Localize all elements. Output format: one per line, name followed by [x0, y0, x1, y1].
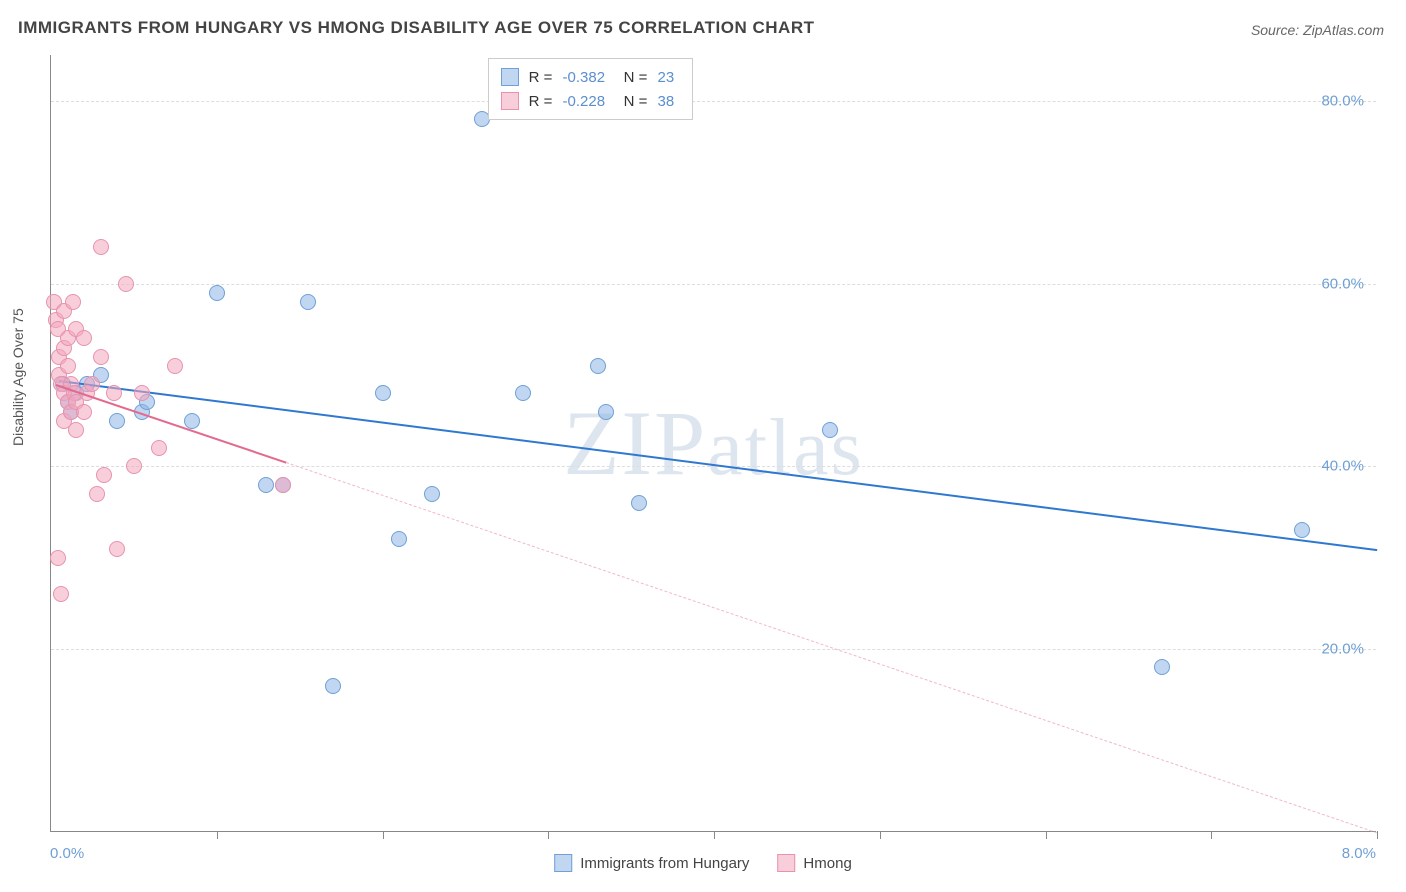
scatter-point-hungary	[424, 486, 440, 502]
scatter-point-hungary	[325, 678, 341, 694]
scatter-point-hmong	[76, 330, 92, 346]
scatter-point-hmong	[134, 385, 150, 401]
y-tick-label: 40.0%	[1321, 458, 1364, 475]
source-credit: Source: ZipAtlas.com	[1251, 22, 1384, 38]
correlation-legend: R = -0.382 N = 23 R = -0.228 N = 38	[488, 58, 694, 120]
gridline	[51, 466, 1376, 467]
scatter-point-hungary	[515, 385, 531, 401]
y-axis-label: Disability Age Over 75	[10, 308, 26, 446]
trend-line	[286, 462, 1377, 833]
gridline	[51, 284, 1376, 285]
plot-area: ZIPatlas 20.0%40.0%60.0%80.0%	[50, 55, 1376, 832]
x-min-label: 0.0%	[50, 845, 84, 862]
x-max-label: 8.0%	[1342, 845, 1376, 862]
y-tick-label: 80.0%	[1321, 92, 1364, 109]
bottom-legend: Immigrants from Hungary Hmong	[554, 854, 852, 872]
scatter-point-hungary	[1154, 659, 1170, 675]
scatter-point-hmong	[65, 294, 81, 310]
scatter-point-hungary	[258, 477, 274, 493]
x-tick	[1046, 831, 1047, 839]
scatter-point-hmong	[68, 422, 84, 438]
scatter-point-hmong	[118, 276, 134, 292]
scatter-point-hungary	[598, 404, 614, 420]
x-tick	[548, 831, 549, 839]
scatter-point-hungary	[209, 285, 225, 301]
legend-stats: R = -0.228 N = 38	[529, 93, 681, 110]
legend-row-hungary: R = -0.382 N = 23	[501, 65, 681, 89]
scatter-point-hmong	[126, 458, 142, 474]
scatter-point-hmong	[93, 349, 109, 365]
x-tick	[1211, 831, 1212, 839]
x-tick	[714, 831, 715, 839]
scatter-point-hmong	[167, 358, 183, 374]
scatter-point-hungary	[109, 413, 125, 429]
scatter-point-hungary	[375, 385, 391, 401]
y-tick-label: 60.0%	[1321, 275, 1364, 292]
legend-label: Immigrants from Hungary	[580, 855, 749, 872]
scatter-point-hungary	[300, 294, 316, 310]
scatter-point-hungary	[391, 531, 407, 547]
legend-row-hmong: R = -0.228 N = 38	[501, 89, 681, 113]
scatter-point-hmong	[60, 358, 76, 374]
scatter-point-hmong	[84, 376, 100, 392]
scatter-point-hmong	[275, 477, 291, 493]
scatter-point-hungary	[590, 358, 606, 374]
legend-swatch	[777, 854, 795, 872]
scatter-point-hmong	[89, 486, 105, 502]
legend-swatch	[501, 68, 519, 86]
scatter-point-hungary	[631, 495, 647, 511]
x-tick	[217, 831, 218, 839]
scatter-point-hmong	[50, 550, 66, 566]
scatter-point-hmong	[76, 404, 92, 420]
chart-title: IMMIGRANTS FROM HUNGARY VS HMONG DISABIL…	[18, 18, 815, 38]
bottom-legend-item-hmong: Hmong	[777, 854, 851, 872]
scatter-point-hmong	[93, 239, 109, 255]
gridline	[51, 649, 1376, 650]
scatter-point-hmong	[151, 440, 167, 456]
legend-label: Hmong	[803, 855, 851, 872]
trend-line	[59, 380, 1377, 551]
legend-swatch	[501, 92, 519, 110]
gridline	[51, 101, 1376, 102]
scatter-point-hmong	[106, 385, 122, 401]
legend-swatch	[554, 854, 572, 872]
scatter-point-hungary	[1294, 522, 1310, 538]
scatter-point-hmong	[96, 467, 112, 483]
y-tick-label: 20.0%	[1321, 641, 1364, 658]
x-tick	[1377, 831, 1378, 839]
bottom-legend-item-hungary: Immigrants from Hungary	[554, 854, 749, 872]
scatter-point-hmong	[109, 541, 125, 557]
x-tick	[383, 831, 384, 839]
scatter-point-hungary	[184, 413, 200, 429]
scatter-point-hmong	[53, 586, 69, 602]
scatter-point-hungary	[822, 422, 838, 438]
x-tick	[880, 831, 881, 839]
legend-stats: R = -0.382 N = 23	[529, 69, 681, 86]
